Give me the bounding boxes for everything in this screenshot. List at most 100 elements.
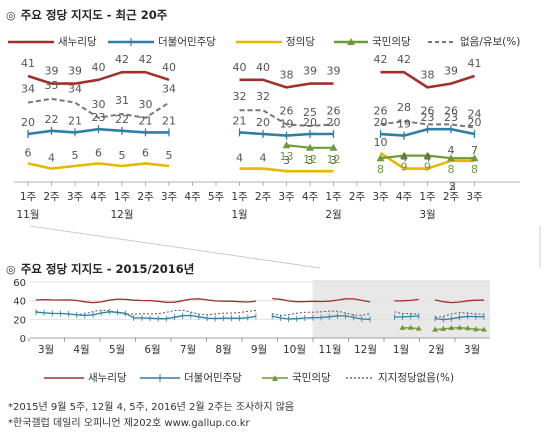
data-point bbox=[447, 154, 455, 162]
legend-item-people: 국민의당 bbox=[334, 34, 411, 49]
x-tick-label: 4주 bbox=[396, 191, 413, 203]
footnote-survey-gaps: *2015년 9월 5주, 12월 4, 5주, 2016년 2월 2주는 조사… bbox=[8, 402, 295, 413]
x-tick-label: 1주 bbox=[20, 191, 37, 203]
data-label: 3 bbox=[283, 154, 290, 167]
data-label: 41 bbox=[21, 57, 35, 70]
data-label: 42 bbox=[374, 54, 388, 66]
legend-swatch bbox=[262, 375, 288, 381]
x-tick-label: 1월 bbox=[393, 344, 409, 356]
data-label: 32 bbox=[233, 90, 247, 103]
data-label: 12 bbox=[303, 153, 317, 166]
data-label: 30 bbox=[92, 98, 106, 111]
legend2-item-people: 국민의당 bbox=[262, 370, 331, 385]
data-label: 24 bbox=[468, 108, 482, 121]
data-label: 39 bbox=[45, 65, 59, 78]
legend-swatch bbox=[346, 377, 374, 379]
x-tick-label: 1주 bbox=[325, 191, 342, 203]
data-label: 3 bbox=[307, 154, 314, 167]
data-label: 38 bbox=[421, 68, 435, 81]
data-label: 39 bbox=[444, 65, 458, 78]
data-label: 40 bbox=[233, 61, 247, 74]
data-label: 20 bbox=[327, 116, 341, 129]
data-label: 34 bbox=[68, 83, 82, 96]
data-point bbox=[282, 141, 291, 149]
month-label: 3월 bbox=[419, 209, 435, 221]
data-label: 8 bbox=[448, 163, 455, 176]
data-label: 6 bbox=[25, 146, 32, 159]
bottom-legend: 새누리당 더불어민주당 국민의당 지지정당없음(%) bbox=[0, 370, 550, 386]
data-label: 9 bbox=[424, 161, 431, 174]
month-label: 1월 bbox=[231, 209, 247, 221]
data-label: 34 bbox=[162, 83, 176, 96]
data-label: 5 bbox=[166, 149, 173, 162]
legend-label: 정의당 bbox=[286, 36, 315, 48]
x-tick-label: 11월 bbox=[318, 344, 341, 356]
data-label: 23 bbox=[92, 111, 106, 124]
x-tick-label: 1주 bbox=[231, 191, 248, 203]
data-label: 6 bbox=[142, 146, 149, 159]
series-line bbox=[380, 70, 475, 89]
data-point bbox=[470, 154, 479, 162]
data-label: 40 bbox=[92, 61, 106, 74]
legend-label: 없음/유보(%) bbox=[460, 36, 521, 48]
data-label: 26 bbox=[421, 104, 435, 117]
legend-label: 국민의당 bbox=[372, 36, 411, 48]
data-label: 26 bbox=[280, 104, 294, 117]
x-tick-label: 4주 bbox=[90, 191, 107, 203]
x-tick-label: 1주 bbox=[419, 191, 436, 203]
x-tick-label: 2월 bbox=[428, 344, 444, 356]
series-line bbox=[402, 327, 419, 330]
data-label: 28 bbox=[397, 101, 411, 114]
data-label: 39 bbox=[303, 65, 317, 78]
x-tick-label: 9월 bbox=[251, 344, 267, 356]
data-point bbox=[329, 143, 338, 151]
bullet-icon: ◎ bbox=[6, 9, 16, 22]
data-label: 23 bbox=[421, 111, 435, 124]
x-tick-label: 7월 bbox=[180, 344, 196, 356]
series-line bbox=[435, 327, 485, 331]
y-tick-label: 20 bbox=[13, 315, 26, 326]
legend-swatch bbox=[428, 41, 456, 43]
series-line bbox=[239, 78, 334, 89]
x-tick-label: 2주 bbox=[349, 191, 366, 203]
x-tick-label: 4주 bbox=[302, 191, 319, 203]
data-label: 9 bbox=[401, 161, 408, 174]
data-point bbox=[306, 143, 314, 151]
x-tick-label: 3월 bbox=[38, 344, 54, 356]
series-line bbox=[434, 299, 484, 304]
data-label: 41 bbox=[468, 57, 482, 70]
legend-item-none: 없음/유보(%) bbox=[428, 34, 520, 49]
legend-item-minjoo: 더불어민주당 bbox=[108, 34, 216, 49]
y-tick-label: 0 bbox=[20, 334, 26, 345]
data-label: 19 bbox=[397, 118, 411, 131]
series-line bbox=[272, 297, 371, 303]
series-line bbox=[394, 311, 419, 315]
data-label: 2 bbox=[449, 180, 456, 193]
top-chart-title: 주요 정당 지지도 - 최근 20주 bbox=[20, 8, 168, 22]
data-label: 20 bbox=[21, 116, 35, 129]
data-label: 40 bbox=[162, 61, 176, 74]
data-label: 5 bbox=[119, 149, 126, 162]
data-label: 3 bbox=[449, 180, 456, 193]
data-label: 4 bbox=[424, 152, 431, 165]
month-label: 12월 bbox=[110, 209, 133, 221]
x-tick-label: 8월 bbox=[215, 344, 231, 356]
data-label: 26 bbox=[327, 104, 341, 117]
data-label: 13 bbox=[280, 150, 294, 163]
legend-label: 지지정당없음(%) bbox=[378, 372, 455, 384]
bottom-chart-header: ◎ 주요 정당 지지도 - 2015/2016년 bbox=[6, 258, 194, 277]
data-label: 35 bbox=[45, 79, 59, 92]
x-tick-label: 4월 bbox=[73, 344, 89, 356]
data-label: 22 bbox=[45, 113, 59, 126]
x-tick-label: 3주 bbox=[67, 191, 84, 203]
data-label: 31 bbox=[115, 94, 129, 107]
data-label: 6 bbox=[95, 146, 102, 159]
series-line bbox=[239, 167, 334, 173]
data-label: 4 bbox=[48, 152, 55, 165]
x-tick-label: 4주 bbox=[184, 191, 201, 203]
footnote-source: *한국갤럽 데일리 오피니언 제202호 www.gallup.co.kr bbox=[8, 418, 250, 429]
data-label: 8 bbox=[471, 163, 478, 176]
bottom-chart-title: 주요 정당 지지도 - 2015/2016년 bbox=[20, 262, 195, 276]
data-label: 20 bbox=[303, 116, 317, 129]
